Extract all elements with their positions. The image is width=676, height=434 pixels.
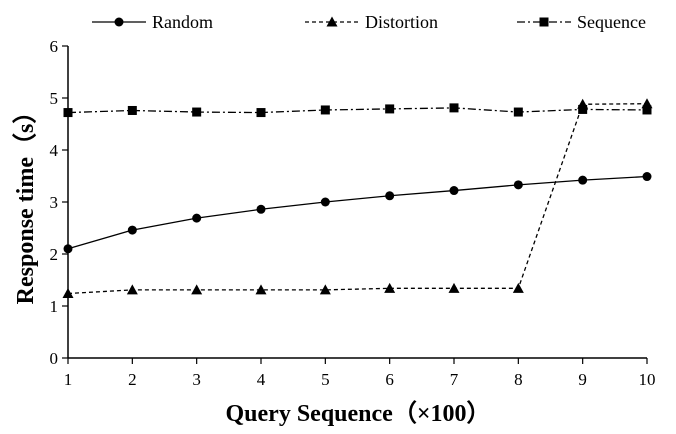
x-tick-label: 4 — [257, 370, 266, 389]
x-tick-label: 10 — [639, 370, 656, 389]
legend-label-random: Random — [152, 12, 213, 32]
legend-marker-random — [114, 17, 124, 27]
data-point-random — [63, 244, 73, 254]
data-point-random — [449, 186, 459, 196]
data-point-random — [578, 175, 588, 185]
y-tick-label: 5 — [50, 89, 59, 108]
data-point-random — [642, 172, 652, 182]
series-sequence — [63, 103, 652, 118]
data-point-sequence — [449, 103, 459, 113]
data-point-sequence — [63, 108, 73, 118]
data-point-distortion — [62, 288, 74, 299]
data-point-sequence — [513, 107, 523, 117]
series-distortion — [62, 98, 653, 299]
x-tick-label: 7 — [450, 370, 459, 389]
x-tick-label: 2 — [128, 370, 137, 389]
data-point-distortion — [191, 284, 203, 295]
y-tick-label: 0 — [50, 349, 59, 368]
data-point-sequence — [578, 104, 588, 114]
data-point-sequence — [256, 108, 266, 118]
y-tick-label: 4 — [50, 141, 59, 160]
x-axis-label: Query Sequence（×100） — [226, 400, 491, 427]
x-tick-label: 8 — [514, 370, 523, 389]
legend-item-sequence: Sequence — [517, 12, 646, 32]
data-point-distortion — [255, 284, 267, 295]
data-point-distortion — [448, 282, 460, 293]
data-point-distortion — [319, 284, 331, 295]
data-point-random — [385, 191, 395, 201]
data-point-random — [256, 204, 266, 214]
y-tick-label: 6 — [50, 37, 59, 56]
y-tick-label: 1 — [50, 297, 59, 316]
y-axis-label: Response time（s） — [12, 100, 39, 305]
data-point-distortion — [126, 284, 138, 295]
data-point-distortion — [384, 282, 396, 293]
legend-item-random: Random — [92, 12, 213, 32]
x-tick-label: 1 — [64, 370, 73, 389]
legend-label-distortion: Distortion — [365, 12, 438, 32]
data-point-sequence — [320, 105, 330, 115]
series-group — [62, 98, 653, 299]
legend-label-sequence: Sequence — [577, 12, 646, 32]
data-point-sequence — [642, 105, 652, 115]
x-tick-label: 6 — [385, 370, 394, 389]
data-point-sequence — [192, 107, 202, 117]
data-point-random — [513, 180, 523, 190]
series-random — [63, 172, 652, 254]
legend-marker-distortion — [326, 16, 338, 27]
legend-item-distortion: Distortion — [305, 12, 438, 32]
data-point-sequence — [385, 104, 395, 114]
y-tick-label: 3 — [50, 193, 59, 212]
series-line-random — [67, 175, 648, 250]
data-point-random — [320, 197, 330, 207]
data-point-sequence — [127, 105, 137, 115]
legend-marker-sequence — [539, 17, 549, 27]
y-tick-label: 2 — [50, 245, 59, 264]
x-tick-label: 3 — [192, 370, 201, 389]
series-line-sequence — [67, 107, 648, 114]
data-point-distortion — [512, 282, 524, 293]
legend: Random Distortion Sequence — [92, 12, 646, 32]
data-point-random — [192, 213, 202, 223]
data-point-random — [127, 225, 137, 235]
x-tick-label: 5 — [321, 370, 330, 389]
x-tick-label: 9 — [578, 370, 587, 389]
series-line-distortion — [67, 103, 648, 295]
